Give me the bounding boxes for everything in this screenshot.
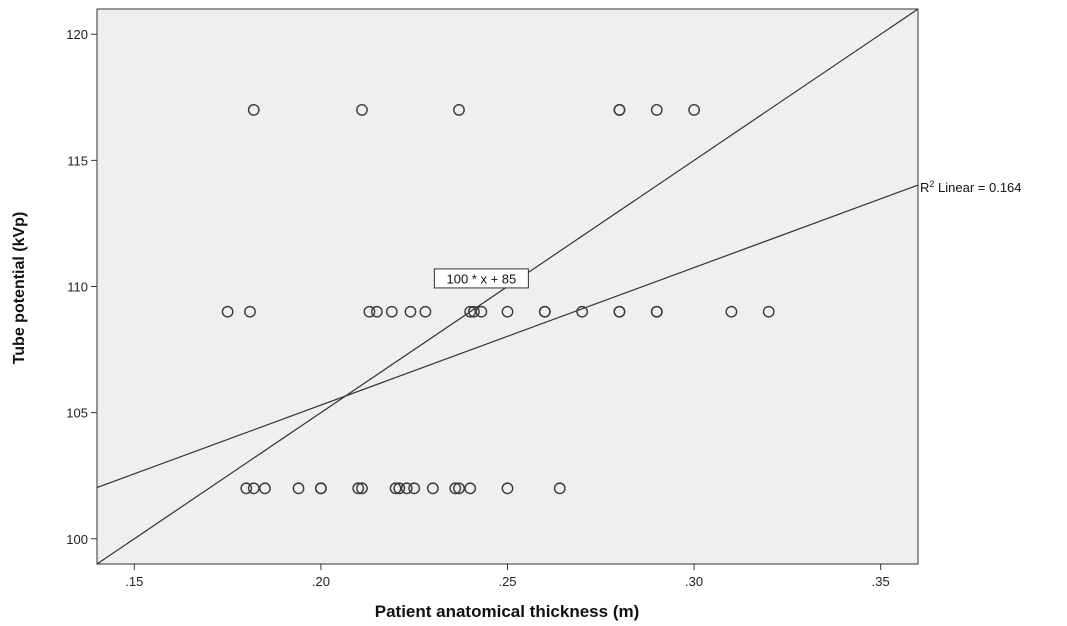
- data-point: [244, 305, 256, 318]
- y-axis: 100 105 110 115 120: [66, 27, 97, 547]
- data-point: [404, 305, 417, 318]
- data-point: [613, 305, 626, 318]
- y-tick-label: 115: [67, 153, 88, 168]
- data-point: [688, 104, 700, 116]
- data-point: [464, 482, 477, 495]
- x-tick-label: .30: [685, 574, 703, 589]
- data-point: [221, 305, 234, 318]
- data-point: [501, 482, 514, 495]
- data-point: [762, 305, 775, 318]
- data-point: [426, 482, 439, 495]
- data-point: [725, 305, 738, 318]
- data-point: [352, 482, 365, 495]
- data-point: [464, 305, 477, 318]
- data-point: [370, 305, 383, 318]
- data-point: [468, 305, 480, 318]
- data-point: [650, 305, 663, 318]
- x-tick-label: .25: [498, 574, 516, 589]
- data-point: [247, 482, 260, 495]
- data-point: [613, 104, 626, 116]
- data-point: [453, 482, 465, 495]
- data-point: [408, 482, 421, 495]
- y-axis-title: Tube potential (kVp): [11, 212, 28, 365]
- data-point: [363, 305, 376, 318]
- data-point: [247, 104, 260, 116]
- fit-line-2: [97, 184, 918, 489]
- x-axis: .15 .20 .25 .30 .35: [125, 564, 890, 589]
- y-tick-label: 120: [66, 27, 88, 42]
- data-point: [538, 305, 551, 318]
- data-point: [453, 104, 465, 116]
- data-point: [240, 482, 253, 495]
- data-point: [576, 305, 589, 318]
- equation-label: 100 * x + 85: [447, 271, 517, 286]
- y-tick-label: 105: [66, 406, 88, 421]
- data-point: [356, 104, 368, 116]
- x-tick-label: .35: [872, 574, 890, 589]
- data-point: [449, 482, 462, 495]
- data-point: [315, 482, 327, 495]
- x-tick-label: .20: [312, 574, 330, 589]
- data-point: [356, 482, 368, 495]
- data-point: [389, 482, 402, 495]
- data-point: [393, 482, 406, 495]
- x-tick-label: .15: [125, 574, 143, 589]
- annotations: 100 * x + 85 R2 Linear = 0.164: [433, 179, 1022, 289]
- points-layer: [221, 104, 775, 495]
- data-point: [400, 482, 413, 495]
- data-point: [553, 482, 566, 495]
- y-tick-label: 100: [66, 532, 88, 547]
- data-point: [292, 482, 305, 495]
- data-point: [650, 104, 663, 116]
- x-axis-title: Patient anatomical thickness (m): [375, 602, 640, 621]
- data-point: [419, 305, 432, 318]
- data-point: [475, 305, 488, 318]
- y-tick-label: 110: [67, 280, 88, 295]
- data-point: [501, 305, 514, 318]
- data-point: [385, 305, 398, 318]
- r-squared-label: R2 Linear = 0.164: [920, 179, 1022, 195]
- data-point: [259, 482, 271, 495]
- equation-label-box: [433, 268, 529, 289]
